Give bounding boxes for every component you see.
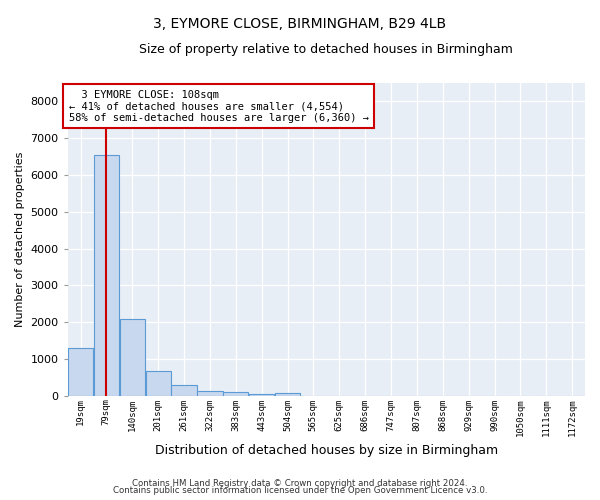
Bar bbox=[146, 370, 170, 396]
Title: Size of property relative to detached houses in Birmingham: Size of property relative to detached ho… bbox=[139, 42, 513, 56]
Text: Contains HM Land Registry data © Crown copyright and database right 2024.: Contains HM Land Registry data © Crown c… bbox=[132, 478, 468, 488]
Text: 3 EYMORE CLOSE: 108sqm
← 41% of detached houses are smaller (4,554)
58% of semi-: 3 EYMORE CLOSE: 108sqm ← 41% of detached… bbox=[68, 90, 368, 123]
Bar bbox=[171, 386, 197, 396]
Y-axis label: Number of detached properties: Number of detached properties bbox=[15, 152, 25, 327]
Text: Contains public sector information licensed under the Open Government Licence v3: Contains public sector information licen… bbox=[113, 486, 487, 495]
Bar bbox=[119, 319, 145, 396]
Bar bbox=[223, 392, 248, 396]
Bar bbox=[275, 393, 300, 396]
Bar bbox=[68, 348, 93, 396]
Bar bbox=[197, 390, 223, 396]
X-axis label: Distribution of detached houses by size in Birmingham: Distribution of detached houses by size … bbox=[155, 444, 498, 458]
Bar bbox=[249, 394, 274, 396]
Text: 3, EYMORE CLOSE, BIRMINGHAM, B29 4LB: 3, EYMORE CLOSE, BIRMINGHAM, B29 4LB bbox=[154, 18, 446, 32]
Bar bbox=[94, 155, 119, 396]
